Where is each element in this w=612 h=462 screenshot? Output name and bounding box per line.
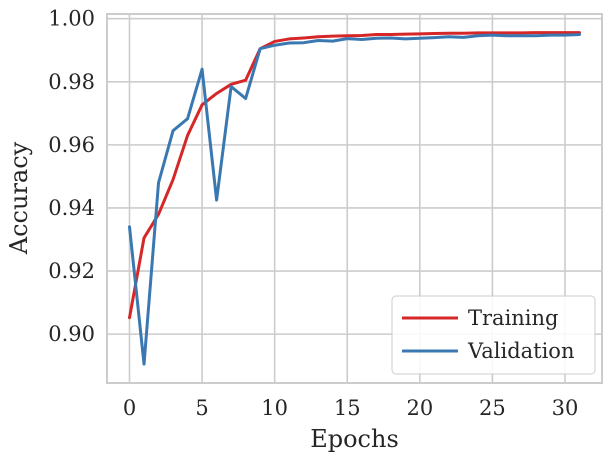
legend-label-validation: Validation: [467, 339, 574, 363]
series-line-validation: [128, 33, 581, 366]
plot-border: [106, 13, 603, 384]
y-axis-label: Accuracy: [5, 141, 33, 255]
y-tick-label: 1.00: [48, 7, 95, 31]
plot-frame: [106, 13, 603, 384]
x-axis-label: Epochs: [310, 425, 399, 453]
x-tick-label: 0: [123, 396, 136, 420]
x-tick-label: 10: [261, 396, 288, 420]
series-line-training: [128, 31, 581, 320]
series-lines: [128, 31, 581, 366]
legend: Training Validation: [391, 295, 596, 375]
legend-box: [391, 295, 596, 375]
x-tick-label: 15: [334, 396, 361, 420]
y-tick-label: 0.92: [48, 259, 95, 283]
y-tick-label: 0.90: [48, 322, 95, 346]
legend-label-training: Training: [468, 306, 559, 330]
grid: [107, 14, 602, 383]
x-tick-label: 25: [479, 396, 506, 420]
y-tick-label: 0.98: [48, 70, 95, 94]
x-tick-label: 30: [552, 396, 579, 420]
y-tick-label: 0.94: [48, 196, 95, 220]
x-tick-label: 20: [406, 396, 433, 420]
tick-labels: 0 5 10 15 20 25 30 0.90 0.92 0.94 0.96 0.98 1.00: [48, 7, 578, 420]
y-tick-label: 0.96: [48, 133, 95, 157]
x-tick-label: 5: [195, 396, 208, 420]
